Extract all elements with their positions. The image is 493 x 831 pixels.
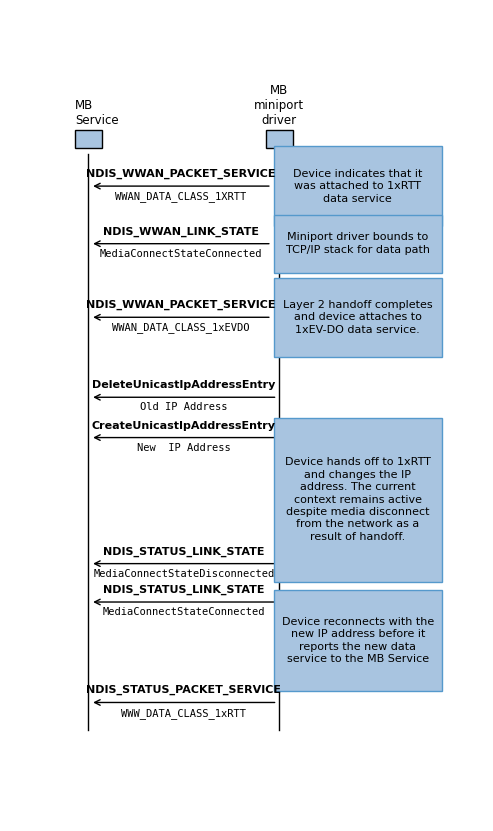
Text: WWW_DATA_CLASS_1xRTT: WWW_DATA_CLASS_1xRTT <box>121 708 246 719</box>
FancyBboxPatch shape <box>274 590 442 691</box>
Text: MediaConnectStateDisconnected: MediaConnectStateDisconnected <box>93 568 275 578</box>
FancyBboxPatch shape <box>274 278 442 357</box>
Text: MB
Service: MB Service <box>75 99 119 126</box>
Text: NDIS_STATUS_LINK_STATE: NDIS_STATUS_LINK_STATE <box>103 546 265 557</box>
Text: NDIS_STATUS_PACKET_SERVICE: NDIS_STATUS_PACKET_SERVICE <box>86 686 282 696</box>
Text: DeleteUnicastIpAddressEntry: DeleteUnicastIpAddressEntry <box>92 381 276 391</box>
Text: Device indicates that it
was attached to 1xRTT
data service: Device indicates that it was attached to… <box>293 169 423 204</box>
Text: Device hands off to 1xRTT
and changes the IP
address. The current
context remain: Device hands off to 1xRTT and changes th… <box>285 457 431 542</box>
Text: Old IP Address: Old IP Address <box>140 402 228 412</box>
Text: Device reconnects with the
new IP address before it
reports the new data
service: Device reconnects with the new IP addres… <box>282 617 434 664</box>
FancyBboxPatch shape <box>75 130 102 148</box>
Text: WWAN_DATA_CLASS_1xEVDO: WWAN_DATA_CLASS_1xEVDO <box>112 322 250 333</box>
Text: New  IP Address: New IP Address <box>137 443 231 453</box>
FancyBboxPatch shape <box>274 214 442 273</box>
FancyBboxPatch shape <box>274 418 442 582</box>
FancyBboxPatch shape <box>274 146 442 226</box>
Text: MediaConnectStateConnected: MediaConnectStateConnected <box>100 248 262 258</box>
Text: NDIS_STATUS_LINK_STATE: NDIS_STATUS_LINK_STATE <box>103 585 265 595</box>
FancyBboxPatch shape <box>266 130 293 148</box>
Text: Miniport driver bounds to
TCP/IP stack for data path: Miniport driver bounds to TCP/IP stack f… <box>286 233 430 255</box>
Text: CreateUnicastIpAddressEntry: CreateUnicastIpAddressEntry <box>92 420 276 430</box>
Text: Layer 2 handoff completes
and device attaches to
1xEV-DO data service.: Layer 2 handoff completes and device att… <box>283 300 432 335</box>
Text: NDIS_WWAN_PACKET_SERVICE: NDIS_WWAN_PACKET_SERVICE <box>86 300 276 310</box>
Text: MediaConnectStateConnected: MediaConnectStateConnected <box>103 607 265 617</box>
Text: WWAN_DATA_CLASS_1XRTT: WWAN_DATA_CLASS_1XRTT <box>115 191 246 202</box>
Text: NDIS_WWAN_LINK_STATE: NDIS_WWAN_LINK_STATE <box>103 226 259 237</box>
Text: MB
miniport
driver: MB miniport driver <box>254 84 305 126</box>
Text: NDIS_WWAN_PACKET_SERVICE: NDIS_WWAN_PACKET_SERVICE <box>86 169 276 179</box>
